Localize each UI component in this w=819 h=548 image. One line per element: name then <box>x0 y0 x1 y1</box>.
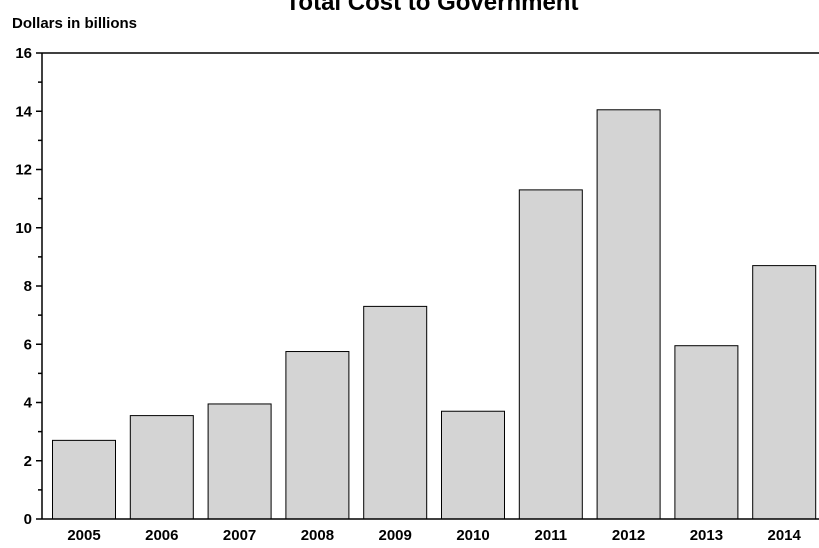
x-tick-label-2009: 2009 <box>379 527 412 544</box>
bar-2011 <box>518 189 583 520</box>
x-tick-label-2011: 2011 <box>535 527 568 544</box>
bar-2010 <box>441 410 505 520</box>
x-tick-label-2012: 2012 <box>612 527 645 544</box>
bars-group <box>52 109 817 520</box>
y-axis-label: Dollars in billions <box>12 15 137 32</box>
y-tick-label-6: 6 <box>24 336 32 353</box>
y-tick-label-14: 14 <box>15 103 32 120</box>
bar-2005 <box>52 439 116 520</box>
y-tick-label-12: 12 <box>15 162 32 179</box>
y-tick-label-2: 2 <box>24 453 32 470</box>
y-tick-label-4: 4 <box>24 395 33 412</box>
y-axis-ticks: 0 2 4 6 8 10 12 14 16 <box>15 45 42 528</box>
x-axis-ticks: 2005 2006 2007 2008 2009 2010 2011 2012 2013 2014 <box>67 527 801 544</box>
y-tick-label-0: 0 <box>24 511 32 528</box>
y-tick-label-10: 10 <box>15 220 32 237</box>
x-tick-label-2005: 2005 <box>67 527 100 544</box>
bar-2009 <box>363 305 428 520</box>
y-tick-label-16: 16 <box>15 45 32 62</box>
chart-title: Total Cost to Government <box>286 0 579 16</box>
x-tick-label-2007: 2007 <box>223 527 256 544</box>
x-tick-label-2010: 2010 <box>456 527 489 544</box>
bar-2008 <box>285 351 350 520</box>
bar-2013 <box>674 345 739 520</box>
y-tick-label-8: 8 <box>24 278 32 295</box>
bar-2007 <box>207 403 272 520</box>
x-tick-label-2014: 2014 <box>768 527 802 544</box>
x-tick-label-2006: 2006 <box>145 527 178 544</box>
x-tick-label-2013: 2013 <box>690 527 723 544</box>
bar-2012 <box>596 109 661 520</box>
bar-2006 <box>129 415 194 520</box>
bar-2014 <box>752 265 817 520</box>
x-tick-label-2008: 2008 <box>301 527 334 544</box>
